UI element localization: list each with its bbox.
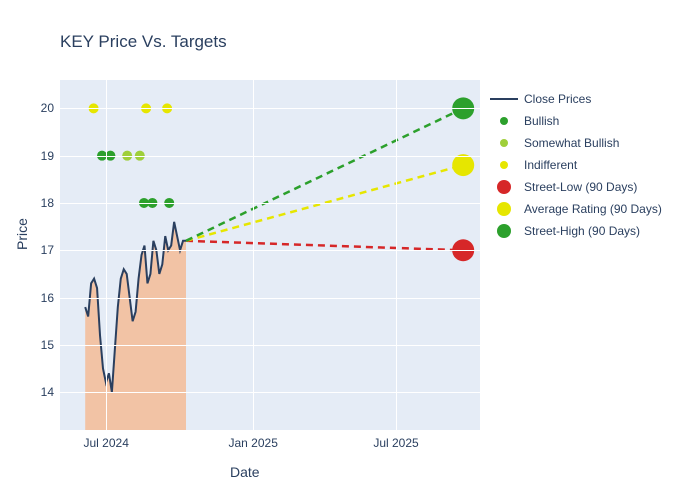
y-tick-label: 18 [41, 196, 60, 210]
legend-swatch [490, 136, 518, 150]
chart-title: KEY Price Vs. Targets [60, 32, 227, 52]
y-tick-label: 15 [41, 338, 60, 352]
legend-label: Indifferent [524, 158, 577, 172]
legend-item[interactable]: Street-High (90 Days) [490, 222, 662, 240]
gridline-v [106, 80, 107, 430]
y-tick-label: 17 [41, 243, 60, 257]
legend-item[interactable]: Average Rating (90 Days) [490, 200, 662, 218]
plot-area: 14151617181920Jul 2024Jan 2025Jul 2025 [60, 80, 480, 430]
y-tick-label: 16 [41, 291, 60, 305]
gridline-h [60, 156, 480, 157]
plot-svg [60, 80, 480, 430]
gridline-h [60, 392, 480, 393]
x-tick-label: Jul 2024 [84, 430, 129, 450]
x-tick-label: Jan 2025 [228, 430, 277, 450]
legend-item[interactable]: Somewhat Bullish [490, 134, 662, 152]
y-axis-label: Price [14, 218, 30, 250]
legend-swatch [490, 158, 518, 172]
legend-swatch [490, 202, 518, 216]
target-line-high [186, 108, 463, 240]
target-line-low [186, 241, 463, 250]
legend-label: Average Rating (90 Days) [524, 202, 662, 216]
x-axis-label: Date [230, 464, 260, 480]
legend-label: Street-Low (90 Days) [524, 180, 637, 194]
legend-label: Somewhat Bullish [524, 136, 619, 150]
legend-swatch [490, 92, 518, 106]
legend-item[interactable]: Indifferent [490, 156, 662, 174]
gridline-h [60, 298, 480, 299]
legend-item[interactable]: Street-Low (90 Days) [490, 178, 662, 196]
legend-label: Bullish [524, 114, 559, 128]
gridline-h [60, 203, 480, 204]
legend-item[interactable]: Close Prices [490, 90, 662, 108]
gridline-h [60, 108, 480, 109]
y-tick-label: 20 [41, 101, 60, 115]
gridline-v [253, 80, 254, 430]
legend-swatch [490, 114, 518, 128]
legend-swatch [490, 180, 518, 194]
legend-item[interactable]: Bullish [490, 112, 662, 130]
gridline-h [60, 345, 480, 346]
legend-label: Close Prices [524, 92, 591, 106]
y-tick-label: 19 [41, 149, 60, 163]
target-marker-avg [452, 154, 474, 176]
legend-swatch [490, 224, 518, 238]
legend-label: Street-High (90 Days) [524, 224, 640, 238]
gridline-h [60, 250, 480, 251]
legend: Close Prices Bullish Somewhat Bullish Indif… [490, 90, 662, 244]
price-targets-chart: KEY Price Vs. Targets Price Date 1415161… [0, 0, 700, 500]
y-tick-label: 14 [41, 385, 60, 399]
x-tick-label: Jul 2025 [373, 430, 418, 450]
gridline-v [396, 80, 397, 430]
